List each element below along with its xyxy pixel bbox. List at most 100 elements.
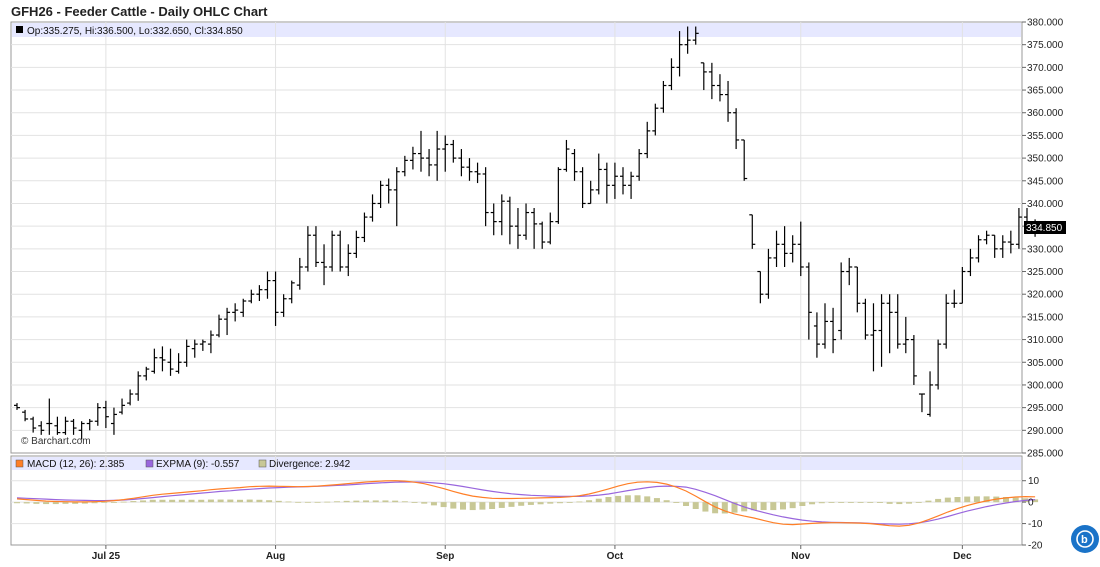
- ohlc-bar: [838, 262, 845, 340]
- ohlc-bar: [248, 289, 255, 304]
- ohlc-bar: [264, 271, 271, 299]
- divergence-bar: [818, 502, 825, 504]
- ohlc-bar: [700, 62, 707, 91]
- divergence-bar: [101, 502, 108, 503]
- ohlc-bar: [813, 312, 820, 358]
- ohlc-bar: [119, 398, 126, 415]
- divergence-bar: [333, 501, 340, 503]
- date-tick-label: Aug: [266, 551, 285, 562]
- divergence-bar: [615, 495, 622, 503]
- divergence-bar: [227, 499, 234, 503]
- ohlc-bar: [935, 339, 942, 390]
- ohlc-bars: [14, 26, 1039, 440]
- ohlc-bar: [127, 389, 134, 406]
- divergence-bar: [692, 502, 699, 509]
- divergence-bar: [256, 499, 263, 503]
- ohlc-bar: [514, 208, 521, 249]
- divergence-bar: [401, 501, 408, 503]
- ohlc-bar: [62, 416, 69, 435]
- ohlc-bar: [741, 139, 748, 181]
- ohlc-bar: [442, 135, 449, 172]
- ohlc-bar: [240, 298, 247, 317]
- divergence-bar: [120, 501, 127, 503]
- divergence-bar: [1012, 497, 1019, 503]
- divergence-bar: [207, 499, 214, 503]
- price-tick-label: 290.000: [1027, 426, 1064, 437]
- price-tick-label: 330.000: [1027, 244, 1064, 255]
- divergence-bar: [799, 502, 806, 506]
- macd-tick-label: -20: [1028, 541, 1043, 552]
- divergence-bar: [343, 500, 350, 503]
- divergence-bar: [750, 502, 757, 511]
- price-tick-label: 380.000: [1027, 18, 1064, 29]
- date-tick-label: Nov: [791, 551, 810, 562]
- ohlc-bar: [143, 366, 150, 381]
- ohlc-bar: [563, 139, 570, 172]
- divergence-bar: [721, 502, 728, 514]
- price-axis-ticks: 285.000 290.000 295.000 300.000 305.000 310.0…: [1022, 18, 1064, 460]
- ohlc-bar: [902, 316, 909, 354]
- divergence-bar: [789, 502, 796, 509]
- ohlc-bar: [418, 130, 424, 172]
- ohlc-bar: [191, 339, 198, 358]
- price-tick-label: 345.000: [1027, 176, 1064, 187]
- ohlc-bar: [676, 31, 683, 77]
- divergence-bar: [673, 502, 680, 503]
- ohlc-bar: [611, 162, 618, 199]
- divergence-readout: Divergence: 2.942: [269, 459, 351, 470]
- ohlc-bar: [733, 108, 740, 150]
- date-tick-label: Sep: [436, 551, 454, 562]
- chart-title: GFH26 - Feeder Cattle - Daily OHLC Chart: [11, 4, 268, 19]
- ohlc-bar: [943, 294, 950, 349]
- ohlc-bar: [1015, 208, 1022, 249]
- ohlc-bar: [256, 285, 263, 302]
- ohlc-readout: Op:335.275, Hi:336.500, Lo:332.650, Cl:3…: [27, 26, 243, 37]
- ohlc-bar: [296, 257, 303, 290]
- ohlc-bar: [312, 226, 319, 267]
- expma-legend-swatch: [145, 459, 154, 468]
- barchart-watermark: © Barchart.com: [21, 436, 91, 447]
- divergence-bar: [72, 502, 79, 504]
- divergence-bar: [198, 499, 205, 503]
- ohlc-bar: [361, 212, 368, 243]
- divergence-bar: [43, 502, 50, 505]
- macd-tick-label: 10: [1028, 476, 1040, 487]
- divergence-bar: [586, 500, 593, 503]
- divergence-bar: [508, 502, 515, 507]
- ohlc-bar: [789, 235, 796, 263]
- divergence-bar: [944, 497, 951, 503]
- price-tick-label: 360.000: [1027, 108, 1064, 119]
- ohlc-bar: [757, 270, 764, 304]
- divergence-bar: [624, 495, 631, 503]
- ohlc-bar: [991, 234, 998, 258]
- ohlc-bar: [846, 257, 853, 286]
- barchart-assistant-icon[interactable]: [1071, 525, 1099, 553]
- ohlc-bar: [959, 266, 966, 304]
- ohlc-bar: [474, 162, 481, 184]
- ohlc-bar: [304, 226, 311, 272]
- date-tick-label: Oct: [607, 551, 624, 562]
- ohlc-bar: [822, 303, 828, 349]
- divergence-bar: [372, 500, 379, 503]
- divergence-bar: [712, 502, 719, 514]
- divergence-bar: [828, 502, 835, 503]
- divergence-bar: [62, 502, 69, 504]
- ohlc-bar: [951, 289, 958, 308]
- divergence-bar: [537, 502, 544, 505]
- ohlc-bar: [862, 298, 869, 340]
- macd-readout: MACD (12, 26): 2.385: [27, 459, 125, 470]
- ohlc-bar: [660, 80, 667, 113]
- divergence-bar: [964, 496, 971, 503]
- date-tick-label: Dec: [953, 551, 972, 562]
- divergence-bar: [382, 500, 389, 503]
- divergence-bar: [915, 502, 922, 503]
- ohlc-bar: [426, 149, 433, 177]
- barchart-assistant-button[interactable]: b: [1071, 525, 1099, 553]
- divergence-bar: [246, 499, 253, 503]
- ohlc-bar: [927, 371, 934, 417]
- ohlc-bar: [587, 180, 594, 205]
- divergence-bar: [489, 502, 496, 509]
- ohlc-bar: [385, 178, 392, 204]
- divergence-bar: [527, 502, 534, 505]
- ohlc-bar: [167, 348, 174, 376]
